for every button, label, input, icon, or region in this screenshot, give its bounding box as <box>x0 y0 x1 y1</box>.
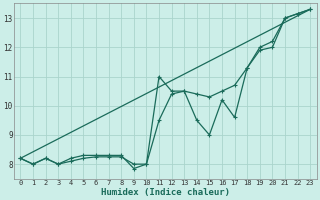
X-axis label: Humidex (Indice chaleur): Humidex (Indice chaleur) <box>101 188 230 197</box>
